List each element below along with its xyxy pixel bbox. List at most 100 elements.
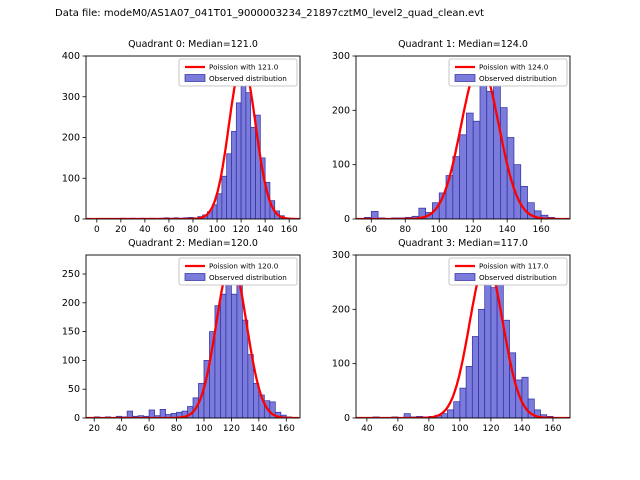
histogram-bar <box>490 287 498 418</box>
x-tick-label: 160 <box>281 225 298 235</box>
x-tick-label: 0 <box>94 225 100 235</box>
axes-spines <box>85 254 301 419</box>
histogram-bar <box>226 153 232 219</box>
legend-curve-label: Poission with 124.0 <box>479 63 549 72</box>
x-tick-label: 100 <box>195 424 212 434</box>
y-tick-label: 200 <box>62 133 80 144</box>
quadrant-2-plot: 20 40 60 80 100 120 140 160 0 50 100 150 200 250 Poiss… <box>42 250 312 440</box>
y-tick-label: 0 <box>344 413 350 424</box>
x-tick-label: 140 <box>499 225 516 235</box>
y-tick-label: 50 <box>68 384 80 395</box>
poisson-curve <box>86 260 299 418</box>
y-tick-label: 100 <box>332 160 350 171</box>
x-tick-label: 160 <box>533 225 550 235</box>
quadrant-3-subplot: Quadrant 3: Median=117.0 40 60 80 100 120 140… <box>312 237 582 441</box>
poisson-curve <box>356 260 570 418</box>
y-tick-label: 300 <box>332 51 350 62</box>
x-tick-label: 40 <box>116 424 128 434</box>
quadrant-3-title: Quadrant 3: Median=117.0 <box>398 238 528 249</box>
histogram-bar <box>447 409 455 418</box>
y-tick-label: 100 <box>62 355 80 366</box>
histogram-bar <box>478 308 486 418</box>
poisson-curve <box>356 63 570 219</box>
legend-hist-sample <box>454 273 476 281</box>
histogram-bar <box>533 409 541 418</box>
x-tick-label: 160 <box>544 424 561 434</box>
x-tick-label: 80 <box>400 225 412 235</box>
quadrant-2-title: Quadrant 2: Median=120.0 <box>128 238 258 249</box>
legend-curve-label: Poission with 120.0 <box>209 262 279 271</box>
quadrant-1-plot: 60 80 100 120 140 160 0 100 200 300 Poission with … <box>312 51 582 241</box>
x-tick-label: 20 <box>115 225 127 235</box>
legend-hist-label: Observed distribution <box>479 74 557 83</box>
histogram-bar <box>471 336 479 418</box>
x-tick-label: 120 <box>465 225 482 235</box>
axes-spines <box>355 254 571 419</box>
legend-hist-sample <box>454 74 476 82</box>
legend-box <box>448 58 568 87</box>
histogram-bar <box>466 112 474 219</box>
histogram-bar <box>453 401 461 418</box>
x-tick-label: 120 <box>223 424 240 434</box>
histogram-bar <box>235 102 242 219</box>
y-tick-label: 100 <box>62 173 80 184</box>
x-tick-label: 120 <box>232 225 249 235</box>
quadrant-1-title: Quadrant 1: Median=124.0 <box>398 39 528 50</box>
x-tick-label: 60 <box>366 225 378 235</box>
x-tick-label: 80 <box>423 424 435 434</box>
legend-hist-label: Observed distribution <box>209 273 287 282</box>
x-tick-label: 140 <box>513 424 530 434</box>
x-tick-label: 40 <box>139 225 151 235</box>
y-tick-label: 300 <box>62 92 80 103</box>
x-tick-label: 140 <box>257 225 274 235</box>
quadrant-3-plot: 40 60 80 100 120 140 160 0 100 200 300 Poission wit… <box>312 250 582 440</box>
histogram-bar <box>216 193 223 219</box>
quadrant-0-plot: 0 20 40 60 80 100 120 140 160 0 100 200 300 400 Poissi… <box>42 51 312 241</box>
histogram-bar <box>459 134 467 219</box>
y-tick-label: 200 <box>332 105 350 116</box>
quadrant-2-subplot: Quadrant 2: Median=120.0 20 40 60 80 100 120 1… <box>42 237 312 441</box>
histogram-bar <box>221 175 228 219</box>
histogram-bar <box>148 409 155 418</box>
y-tick-label: 150 <box>62 327 80 338</box>
histogram-bar <box>472 120 481 219</box>
x-tick-label: 160 <box>278 424 295 434</box>
histogram-bar <box>242 319 249 418</box>
legend-hist-sample <box>184 273 206 281</box>
x-tick-label: 40 <box>361 424 373 434</box>
figure-title: Data file: modeM0/AS1A07_041T01_90000032… <box>55 8 485 19</box>
x-tick-label: 80 <box>187 225 199 235</box>
y-tick-label: 200 <box>62 298 80 309</box>
legend-box <box>448 257 568 286</box>
legend-curve-label: Poission with 121.0 <box>209 63 279 72</box>
y-tick-label: 0 <box>344 214 350 225</box>
x-tick-label: 100 <box>451 424 468 434</box>
histogram-bar <box>220 293 227 418</box>
legend-hist-label: Observed distribution <box>209 74 287 83</box>
histogram-bar <box>479 63 488 219</box>
histogram-bar <box>250 126 256 219</box>
x-tick-label: 80 <box>171 424 183 434</box>
histogram-bar <box>245 92 252 219</box>
y-tick-label: 0 <box>74 413 80 424</box>
histogram-bar <box>159 409 166 418</box>
x-tick-label: 20 <box>89 424 101 434</box>
quadrant-1-subplot: Quadrant 1: Median=124.0 60 80 100 120 140 16… <box>312 38 582 242</box>
histogram-bar <box>521 376 529 418</box>
y-tick-label: 0 <box>74 214 80 225</box>
x-tick-label: 100 <box>431 225 448 235</box>
histogram-bar <box>231 131 237 219</box>
x-tick-label: 140 <box>250 424 267 434</box>
histogram-bar <box>486 90 494 219</box>
x-tick-label: 100 <box>208 225 225 235</box>
histogram-bar <box>493 63 501 219</box>
histogram-bar <box>520 186 528 219</box>
y-tick-label: 250 <box>62 269 80 280</box>
y-tick-label: 400 <box>62 51 80 62</box>
x-tick-label: 60 <box>163 225 175 235</box>
histogram-bar <box>459 387 467 418</box>
histogram-bar <box>231 293 238 418</box>
histogram-bar <box>465 366 473 418</box>
axes-spines <box>355 55 571 220</box>
